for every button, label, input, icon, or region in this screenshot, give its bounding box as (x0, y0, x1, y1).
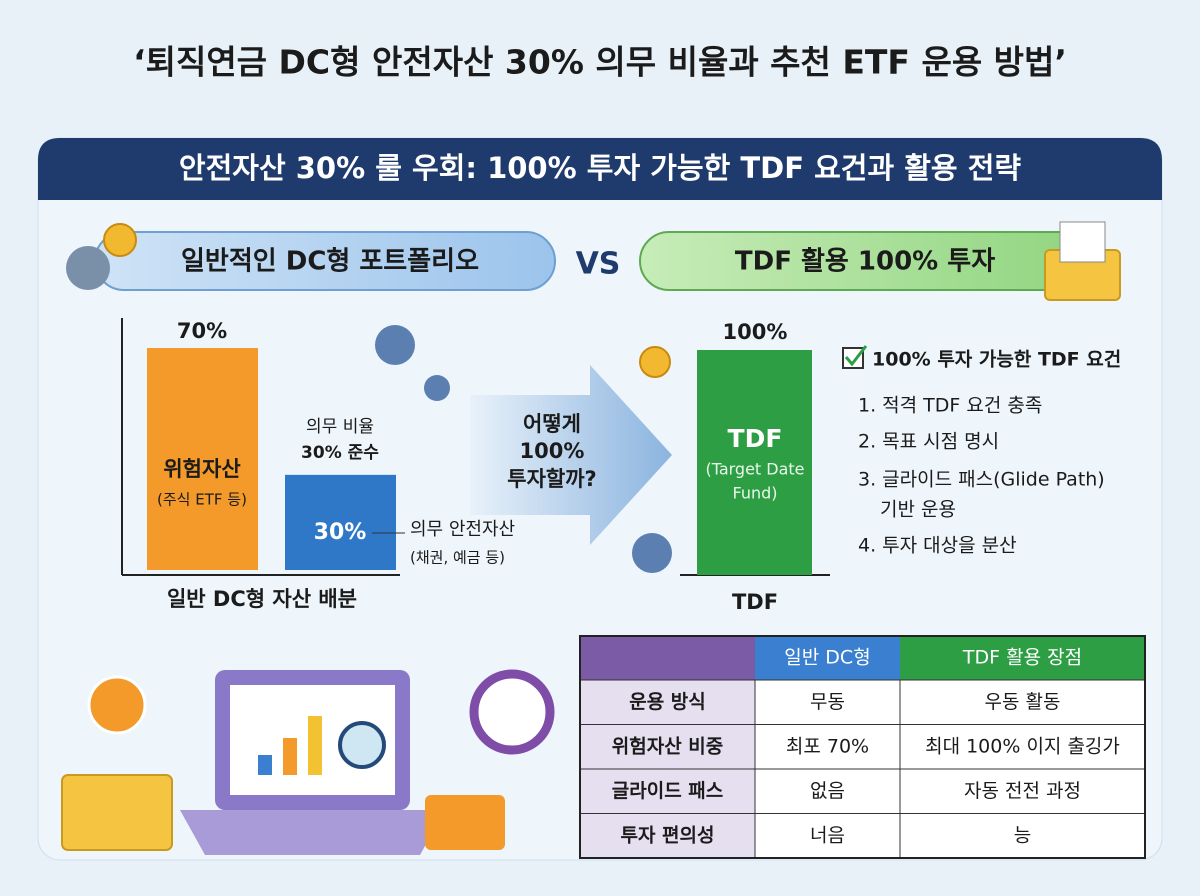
icon-bar (258, 755, 272, 775)
requirement: 1. 적격 TDF 요건 충족 (858, 395, 1042, 417)
vs: VS (576, 247, 621, 282)
magnifier (338, 721, 386, 769)
icon-bar (308, 716, 322, 775)
axis-label: TDF (732, 590, 778, 614)
label: (주식 ETF 등) (157, 491, 247, 509)
folder-icon (425, 795, 505, 850)
label: 위험자산 (163, 457, 240, 481)
cell-text: 최대 100% 이지 출깅가 (925, 735, 1120, 757)
label: 의무 비율 (306, 417, 374, 437)
requirement: 3. 글라이드 패스(Glide Path) (858, 469, 1105, 491)
header-cell (755, 636, 900, 680)
title: ‘퇴직연금 DC형 안전자산 30% 의무 비율과 추천 ETF 운용 방법’ (133, 43, 1067, 82)
cell (899, 813, 1146, 859)
label: 30% 준수 (301, 443, 379, 463)
cell-text: 글라이드 패스 (612, 780, 724, 802)
check (844, 345, 868, 367)
gear-icon (375, 325, 415, 365)
arrow-text: 어떻게 (523, 412, 581, 436)
arrow (470, 365, 672, 545)
left-pill-text: 일반적인 DC형 포트폴리오 (181, 247, 479, 277)
label: 100% (723, 320, 788, 344)
doc-icon (1059, 221, 1106, 263)
checkbox (842, 347, 864, 369)
gear-icon (632, 533, 672, 573)
pie-icon (87, 675, 147, 735)
cell (579, 768, 756, 814)
requirement: 기반 운용 (880, 499, 956, 521)
folder-icon (61, 774, 173, 851)
table-border (579, 635, 1146, 859)
axis-label: 일반 DC형 자산 배분 (167, 587, 357, 611)
cell-text: 최포 70% (786, 735, 869, 757)
right-pill-text: TDF 활용 100% 투자 (735, 247, 995, 277)
coin-icon (639, 346, 671, 378)
arrow-text: 100% (520, 439, 585, 463)
cell-text: 투자 편의성 (620, 824, 714, 846)
cell-text: 무동 (810, 691, 845, 713)
requirement: 2. 목표 시점 명시 (858, 431, 999, 453)
label: 30% (314, 520, 367, 545)
right-bars: 100% TDF (Target Date Fund) (697, 320, 812, 575)
header-cell (580, 636, 755, 680)
bar (147, 348, 258, 570)
cell (754, 679, 901, 725)
cell-text: 운용 방식 (629, 691, 706, 713)
label: Fund) (732, 484, 777, 503)
label: (채권, 예금 등) (410, 549, 505, 567)
label: (Target Date (705, 460, 804, 479)
banner: 안전자산 30% 룰 우회: 100% 투자 가능한 TDF 요건과 활용 전략 (179, 151, 1021, 185)
icon-bar (283, 738, 297, 775)
arrow-text: 투자할까? (507, 467, 596, 491)
requirements: 1. 적격 TDF 요건 충족 2. 목표 시점 명시 3. 글라이드 패스(Gli… (858, 395, 1105, 557)
header-text: 일반 DC형 (784, 647, 870, 669)
header-cell (900, 636, 1145, 680)
bar (697, 350, 812, 575)
cell-text: 없음 (810, 780, 845, 802)
cell (899, 679, 1146, 725)
header-text: TDF 활용 장점 (962, 647, 1082, 669)
cell-text: 우동 활동 (985, 691, 1061, 713)
gear-icon (66, 246, 110, 290)
coin-icon (103, 223, 137, 257)
requirements-title: 100% 투자 가능한 TDF 요건 (872, 349, 1121, 371)
laptop-base (180, 810, 445, 855)
cell (899, 768, 1146, 814)
cell (754, 768, 901, 814)
cell (754, 724, 901, 770)
cell-text: 너음 (810, 824, 845, 846)
gear-icon (424, 375, 450, 401)
cell-text: 능 (1014, 824, 1031, 846)
clock-icon (469, 669, 555, 755)
cell-text: 자동 전전 과정 (964, 780, 1081, 802)
requirement: 4. 투자 대상을 분산 (858, 535, 1017, 557)
label: 의무 안전자산 (410, 519, 515, 540)
cell (754, 813, 901, 859)
cell (899, 724, 1146, 770)
cell-text: 위험자산 비중 (612, 735, 724, 757)
label: 70% (177, 319, 227, 343)
label: TDF (728, 424, 783, 453)
bar (285, 474, 396, 570)
banner-bg (38, 138, 1162, 200)
